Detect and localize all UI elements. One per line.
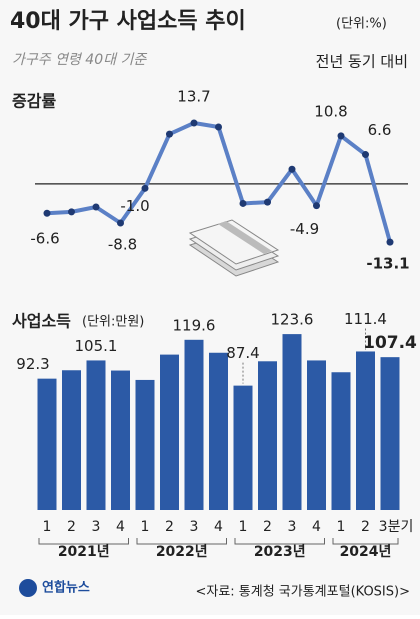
year-label: 2023년 xyxy=(254,544,306,560)
year-label: 2024년 xyxy=(340,544,392,560)
bar xyxy=(380,357,400,510)
year-bracket xyxy=(332,538,399,545)
note: 전년 동기 대비 xyxy=(316,53,408,71)
point xyxy=(288,165,296,173)
line-title: 증감률 xyxy=(12,92,56,111)
data-label: -6.6 xyxy=(30,230,59,248)
x-tick-label: 1 xyxy=(43,519,52,535)
bar xyxy=(356,351,375,510)
data-label: 13.7 xyxy=(177,88,210,106)
x-tick-label: 2 xyxy=(67,519,76,535)
data-label: 123.6 xyxy=(271,311,314,329)
point xyxy=(190,119,198,127)
bar-title: 사업소득 xyxy=(12,312,71,331)
data-label: 92.3 xyxy=(16,355,49,373)
point xyxy=(43,209,51,217)
data-label: 87.4 xyxy=(226,344,259,362)
data-label: 105.1 xyxy=(75,337,118,355)
point xyxy=(362,151,369,159)
x-tick-label: 2 xyxy=(165,519,174,535)
x-tick-label: 3 xyxy=(92,519,101,535)
data-label: 6.6 xyxy=(368,121,392,139)
subtitle: 가구주 연령 40대 기준 xyxy=(12,52,147,68)
data-label: -1.0 xyxy=(120,197,149,215)
bar xyxy=(111,370,130,510)
year-label: 2022년 xyxy=(156,544,208,560)
bar xyxy=(135,379,155,510)
bar xyxy=(184,339,204,510)
data-label: -4.9 xyxy=(290,220,319,238)
point xyxy=(92,203,100,211)
brand-logo xyxy=(19,579,37,597)
data-label: 119.6 xyxy=(173,316,216,334)
point xyxy=(141,184,149,192)
year-bracket xyxy=(38,538,129,545)
bar xyxy=(209,352,228,510)
x-tick-label: 1 xyxy=(239,519,248,535)
data-label: 107.4 xyxy=(363,333,417,353)
point xyxy=(215,123,222,131)
bar xyxy=(160,354,179,510)
data-label: 111.4 xyxy=(344,310,387,328)
year-bracket xyxy=(136,538,227,545)
title-unit: (단위:%) xyxy=(336,17,387,32)
source: <자료: 통계청 국가통계포털(KOSIS)> xyxy=(195,585,410,600)
point xyxy=(264,198,271,206)
data-label: 10.8 xyxy=(314,102,347,120)
bar xyxy=(307,360,326,510)
x-tick-label: 1 xyxy=(337,519,346,535)
x-tick-label: 4 xyxy=(116,519,125,535)
bar xyxy=(86,360,106,510)
point xyxy=(337,132,345,140)
x-tick-label: 2 xyxy=(263,519,272,535)
point xyxy=(166,130,173,138)
data-label: -8.8 xyxy=(108,236,137,254)
x-tick-label: 2 xyxy=(361,519,370,535)
bar-unit: (단위:만원) xyxy=(82,315,144,330)
bar xyxy=(37,378,57,510)
x-tick-label: 4 xyxy=(214,519,223,535)
point xyxy=(68,208,75,216)
money-icon xyxy=(188,219,280,277)
bar xyxy=(331,372,351,510)
x-tick-label: 3 xyxy=(190,519,199,535)
x-tick-label: 3 xyxy=(288,519,297,535)
bar xyxy=(282,334,302,510)
bar xyxy=(62,370,81,510)
x-tick-label: 4 xyxy=(312,519,321,535)
title: 40대 가구 사업소득 추이 xyxy=(10,9,246,34)
data-label: -13.1 xyxy=(366,255,409,273)
point xyxy=(386,238,394,246)
year-bracket xyxy=(234,538,325,545)
point xyxy=(117,219,124,227)
bar xyxy=(233,385,253,510)
year-label: 2021년 xyxy=(58,544,110,560)
point xyxy=(239,199,247,207)
brand: 연합뉴스 xyxy=(42,580,90,596)
bar xyxy=(258,361,277,510)
x-tick-label: 3분기 xyxy=(379,519,414,535)
x-tick-label: 1 xyxy=(141,519,150,535)
point xyxy=(313,202,320,210)
